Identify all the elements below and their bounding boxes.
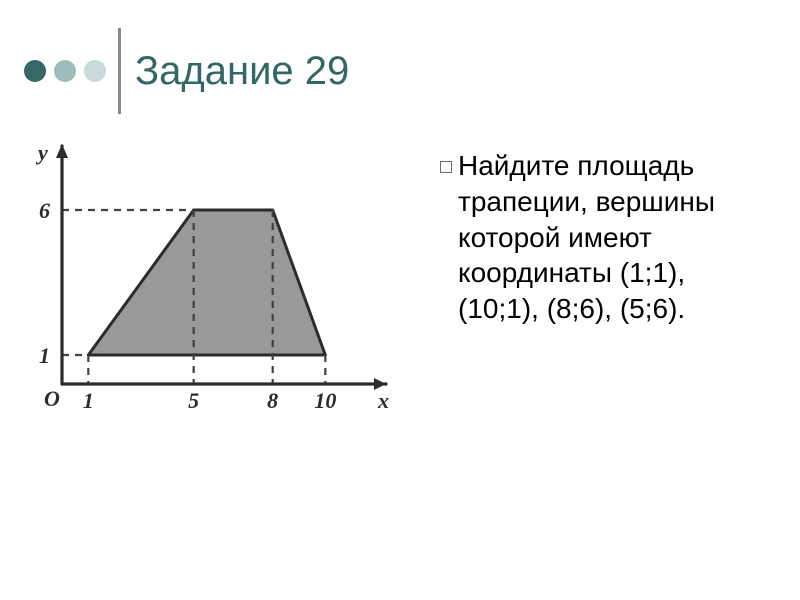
svg-text:10: 10 [314, 388, 336, 413]
svg-text:1: 1 [83, 388, 94, 413]
bullet-1 [24, 60, 46, 82]
svg-text:y: y [35, 140, 48, 165]
svg-text:x: x [377, 388, 389, 413]
slide-content: 1 5 8 10 1 6 y x O Найдите площадь трапеции, вер… [0, 138, 800, 433]
slide-title: Задание 29 [135, 49, 349, 94]
svg-text:8: 8 [267, 388, 278, 413]
svg-text:1: 1 [39, 343, 50, 368]
chart-container: 1 5 8 10 1 6 y x O [14, 138, 392, 433]
problem-bullet: Найдите площадь трапеции, вершины которо… [458, 148, 760, 327]
svg-text:5: 5 [188, 388, 199, 413]
slide-header: Задание 29 [0, 0, 800, 114]
trapezoid-chart: 1 5 8 10 1 6 y x O [14, 138, 392, 428]
header-bullets [24, 60, 106, 82]
bullet-2 [54, 60, 76, 82]
problem-text: Найдите площадь трапеции, вершины которо… [440, 138, 760, 433]
bullet-3 [84, 60, 106, 82]
svg-text:O: O [44, 386, 60, 411]
header-divider [118, 28, 121, 114]
svg-text:6: 6 [39, 198, 50, 223]
